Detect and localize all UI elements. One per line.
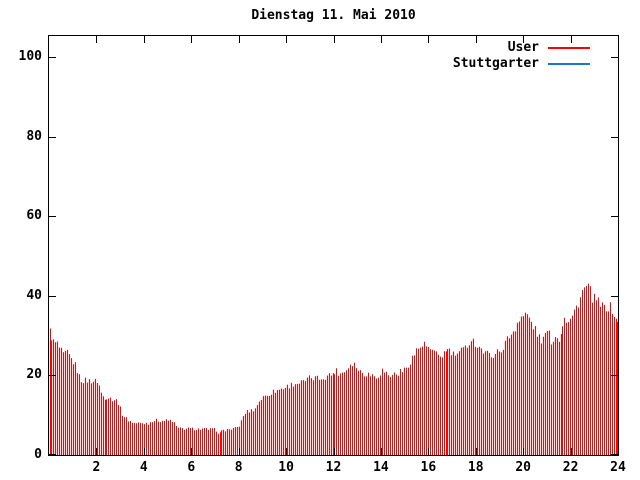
x-tick-label: 10 <box>278 460 294 475</box>
legend-label-user: User <box>507 40 539 55</box>
y-tick-label: 100 <box>18 49 42 64</box>
user-series-bars <box>50 283 618 455</box>
legend-label-stuttgarter: Stuttgarter <box>452 56 539 71</box>
x-tick-label: 14 <box>373 460 389 475</box>
y-tick-label: 20 <box>26 367 42 383</box>
x-tick-label: 8 <box>234 460 243 475</box>
x-tick-label: 20 <box>515 460 531 475</box>
chart-title: Dienstag 11. Mai 2010 <box>251 8 416 23</box>
x-tick-label: 24 <box>610 460 626 475</box>
x-tick-label: 22 <box>562 460 579 475</box>
x-tick-label: 2 <box>92 460 101 475</box>
legend-item-stuttgarter: Stuttgarter <box>453 56 590 72</box>
x-tick-label: 16 <box>420 460 437 475</box>
x-tick-label: 4 <box>139 460 148 475</box>
legend-line-user-icon <box>548 47 590 49</box>
x-tick-label: 18 <box>467 460 484 475</box>
y-tick-label: 0 <box>34 447 42 462</box>
x-tick-label: 6 <box>187 460 196 475</box>
y-tick-label: 60 <box>26 208 42 224</box>
x-tick-label: 12 <box>325 460 342 475</box>
axis-ticks <box>49 36 618 455</box>
y-tick-label: 80 <box>26 128 42 144</box>
legend-line-stuttgarter-icon <box>548 63 590 65</box>
plot-frame <box>48 35 619 456</box>
legend-item-user: User <box>453 40 590 56</box>
chart-canvas <box>49 36 618 455</box>
y-tick-label: 40 <box>26 287 42 303</box>
legend: User Stuttgarter <box>453 40 590 72</box>
